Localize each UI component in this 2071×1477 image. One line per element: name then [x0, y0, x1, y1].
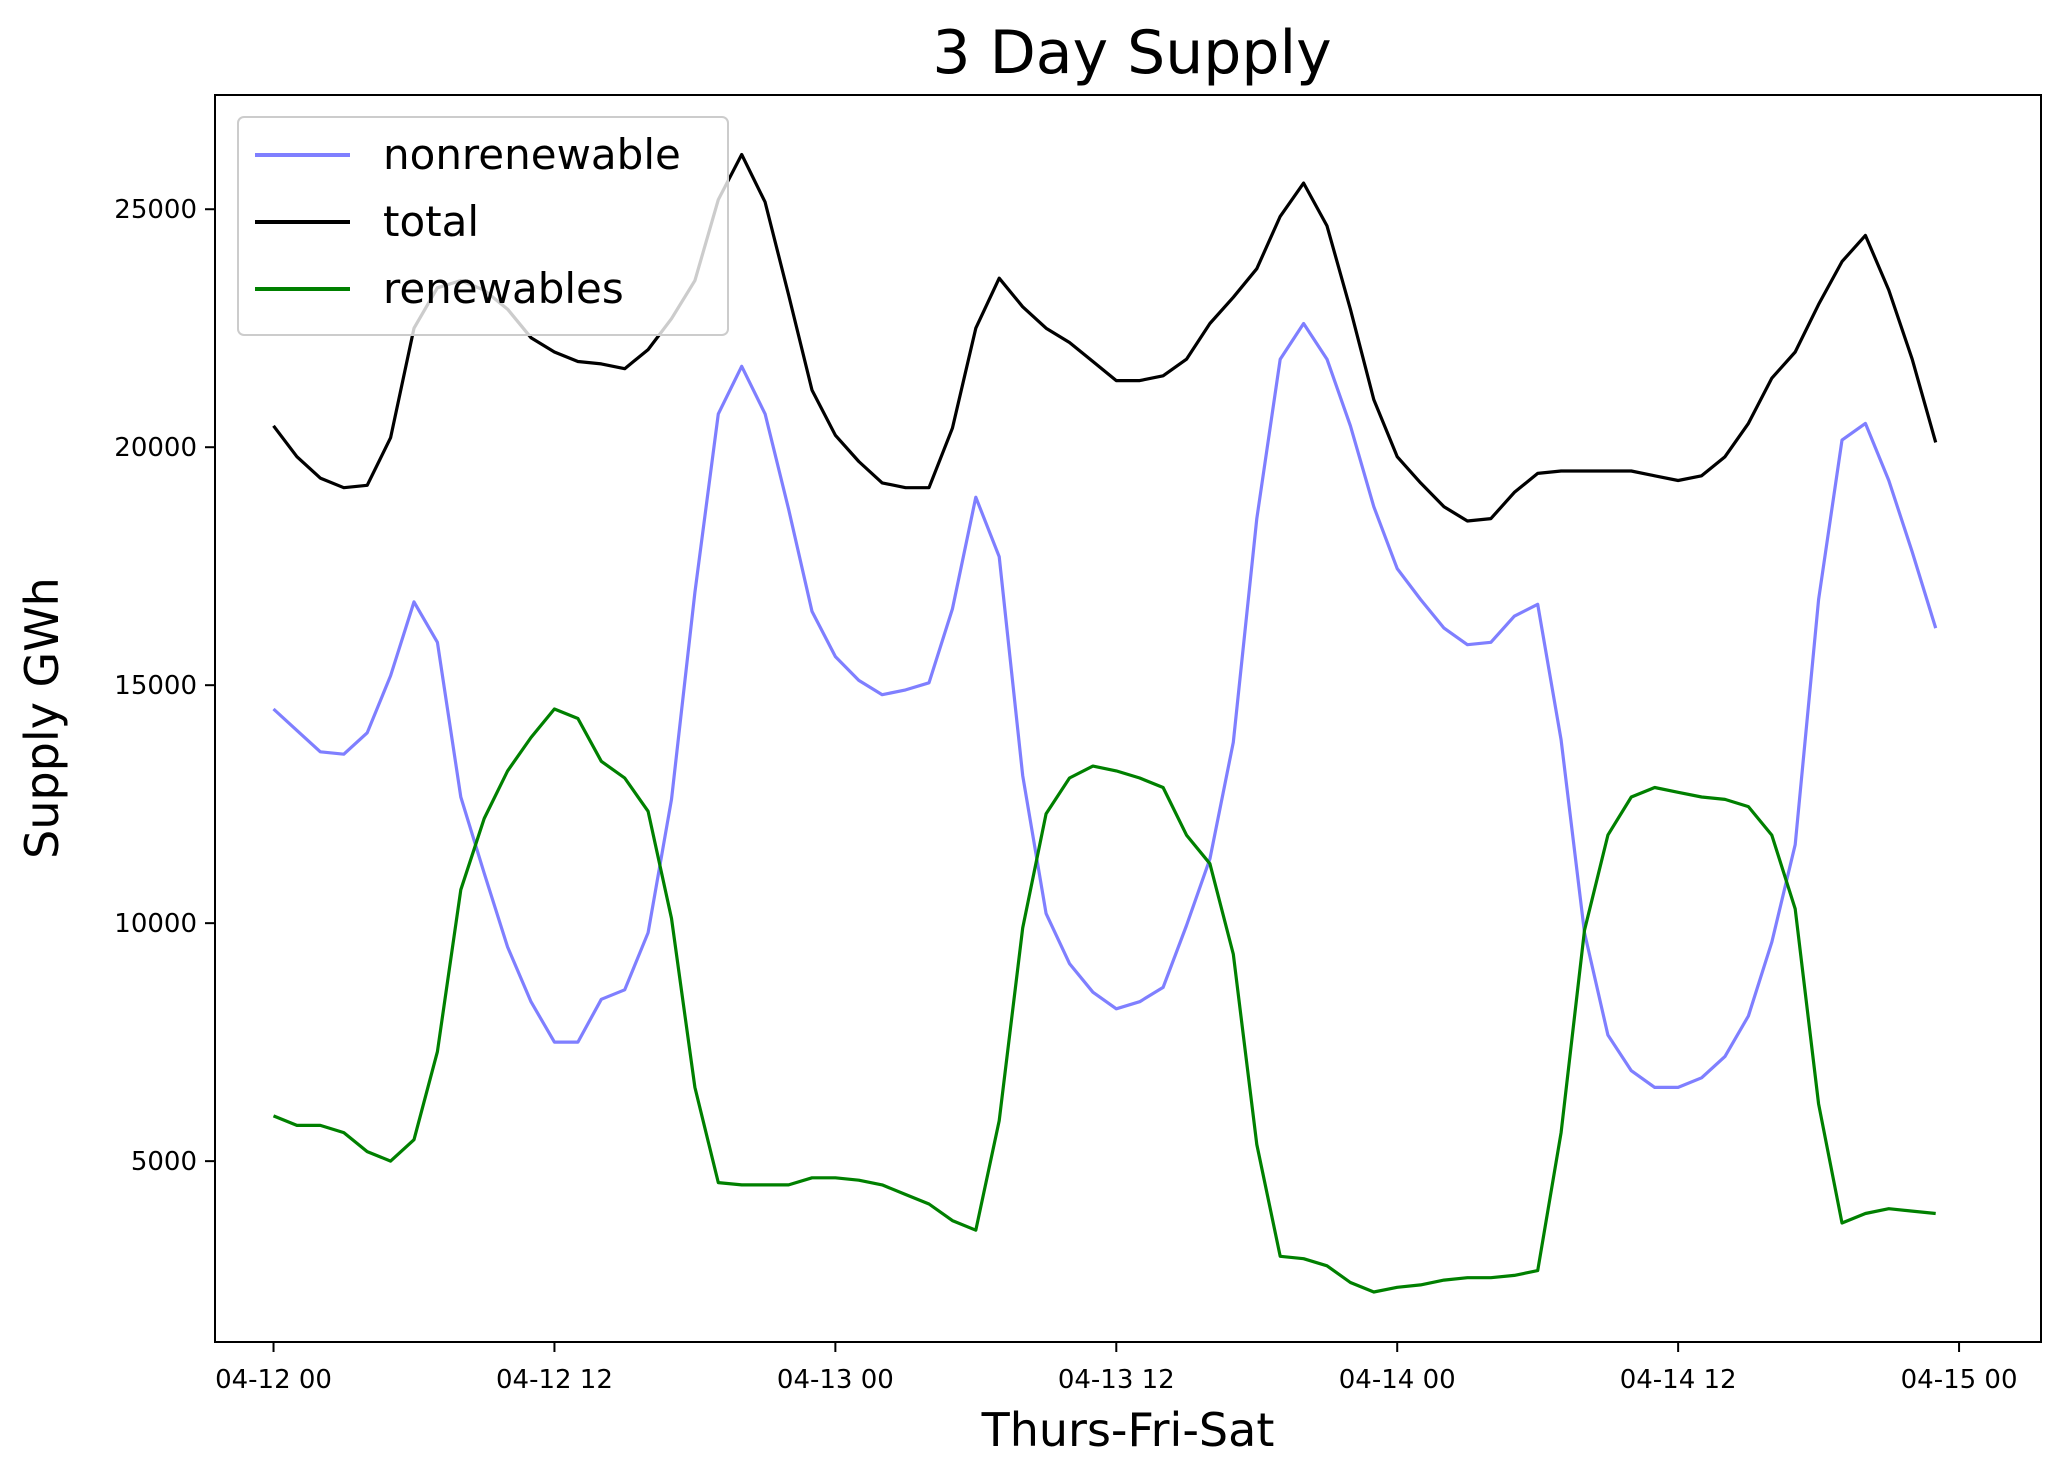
x-axis-label: Thurs-Fri-Sat: [981, 1403, 1275, 1457]
legend-label-total: total: [383, 197, 479, 246]
y-tick-label: 25000: [114, 195, 197, 225]
x-tick-label: 04-13 12: [1058, 1365, 1175, 1395]
series-line-renewables: [272, 707, 1936, 1294]
x-tick-label: 04-14 00: [1339, 1365, 1456, 1395]
y-axis: 5000 10000 15000 20000 25000: [114, 195, 215, 1177]
x-tick-label: 04-13 00: [777, 1365, 894, 1395]
y-tick-label: 5000: [131, 1147, 197, 1177]
x-tick-label: 04-14 12: [1620, 1365, 1737, 1395]
legend-label-renewables: renewables: [383, 264, 624, 313]
y-tick-label: 15000: [114, 671, 197, 701]
legend: nonrenewable total renewables: [237, 116, 729, 336]
series-lines: [272, 152, 1938, 1294]
chart-title: 3 Day Supply: [932, 18, 1331, 88]
legend-box: [237, 116, 729, 336]
plot-frame: [214, 94, 2042, 1343]
legend-label-nonrenewable: nonrenewable: [383, 130, 681, 179]
x-tick-label: 04-15 00: [1901, 1365, 2018, 1395]
y-tick-label: 20000: [114, 433, 197, 463]
x-tick-label: 04-12 00: [215, 1365, 332, 1395]
series-line-total: [272, 152, 1938, 523]
x-axis: 04-12 00 04-12 12 04-13 00 04-13 12 04-14 00…: [215, 1342, 2018, 1395]
y-tick-label: 10000: [114, 909, 197, 939]
y-axis-label: Supply GWh: [15, 577, 69, 859]
x-tick-label: 04-12 12: [496, 1365, 613, 1395]
series-line-nonrenewable: [272, 321, 1938, 1090]
